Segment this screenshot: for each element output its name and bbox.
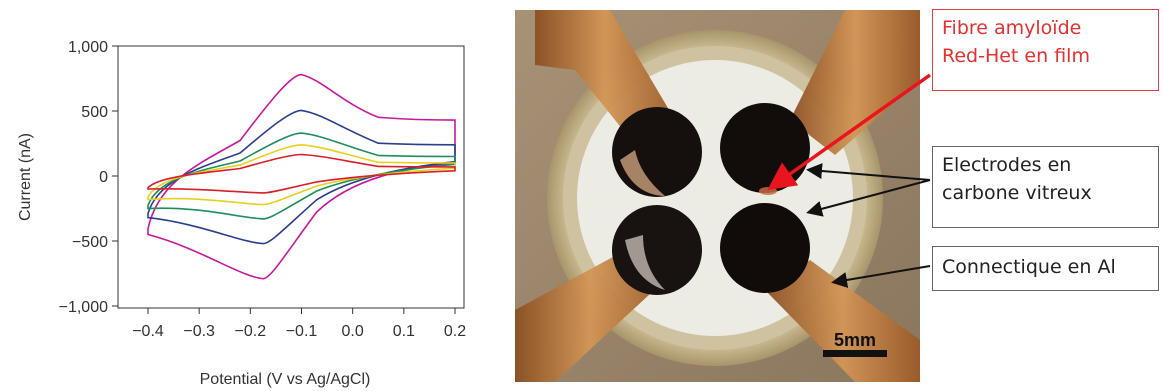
plot-frame — [117, 45, 465, 309]
y-tick-label: −500 — [72, 234, 108, 251]
y-tick-label: 1,000 — [68, 39, 108, 56]
cv-curves — [147, 73, 456, 280]
cv-series-3 — [147, 132, 456, 220]
scale-bar — [823, 350, 887, 357]
connect-arrow — [831, 265, 931, 288]
x-tick-label: −0.1 — [286, 323, 318, 340]
cyclic-voltammogram-chart: −1,000 −500 0 500 1,000 −0.4 −0.3 −0.2 −0.1 0.0 0… — [17, 39, 466, 388]
electrode-device-photo: 5mm — [515, 10, 920, 382]
y-tick-label: −1,000 — [59, 299, 108, 316]
callout-amyloid-fibre: Fibre amyloïde Red-Het en film — [932, 9, 1159, 91]
y-tick-label: 0 — [99, 169, 108, 186]
x-tick-label: 0.1 — [393, 323, 415, 340]
cv-series-1 — [147, 73, 456, 280]
callout-connect-line-1: Connectique en Al — [942, 256, 1116, 278]
electrode-bottom-left-reflection — [625, 235, 665, 290]
electrode-arrow-upper — [806, 163, 931, 181]
x-tick-label: −0.3 — [183, 323, 215, 340]
callout-carbon-electrodes: Electrodes en carbone vitreux — [932, 146, 1159, 228]
y-tick-label: 500 — [81, 104, 108, 121]
x-tick-label: 0.0 — [342, 323, 364, 340]
electrode-bottom-left — [612, 205, 702, 295]
callout-electrodes-line-2: carbone vitreux — [942, 182, 1092, 204]
electrode-top-left-reflection — [620, 150, 665, 196]
callout-fibre-line-2: Red-Het en film — [942, 45, 1090, 67]
callout-electrodes-line-1: Electrodes en — [942, 154, 1072, 176]
callout-al-connectors: Connectique en Al — [932, 246, 1159, 291]
cv-series-4 — [147, 143, 456, 206]
electrode-arrow-lower — [806, 179, 931, 217]
x-tick-label: −0.2 — [235, 323, 267, 340]
x-tick-label: 0.2 — [444, 323, 466, 340]
scale-bar-label: 5mm — [834, 330, 876, 350]
copper-tape-top-right — [790, 10, 920, 155]
x-axis-label: Potential (V vs Ag/AgCl) — [200, 371, 371, 388]
callout-fibre-line-1: Fibre amyloïde — [942, 17, 1082, 39]
y-axis-label: Current (nA) — [17, 133, 34, 221]
cv-series-5 — [147, 153, 456, 194]
x-tick-label: −0.4 — [132, 323, 164, 340]
x-axis-ticks: −0.4 −0.3 −0.2 −0.1 0.0 0.1 0.2 — [132, 308, 466, 340]
fibre-arrow — [767, 73, 932, 191]
electrode-bottom-right — [720, 203, 810, 293]
cv-series-2 — [147, 109, 456, 245]
y-axis-ticks: −1,000 −500 0 500 1,000 — [59, 39, 118, 316]
